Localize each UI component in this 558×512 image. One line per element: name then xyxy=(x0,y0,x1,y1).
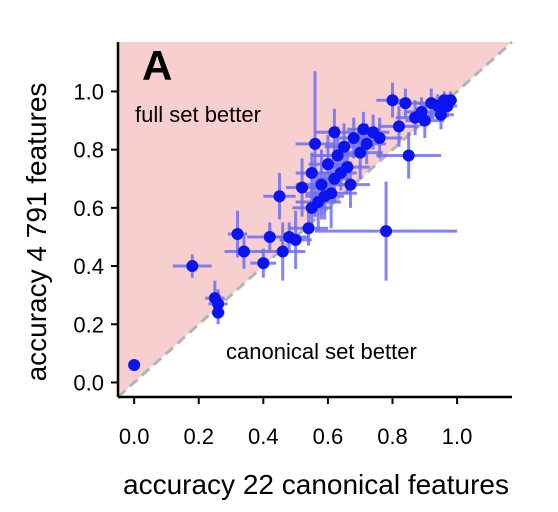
data-point xyxy=(373,132,386,145)
data-point xyxy=(434,108,447,121)
data-point xyxy=(418,114,431,127)
x-tick-label: 0.6 xyxy=(313,424,344,449)
y-tick-label: 0.8 xyxy=(73,138,104,163)
data-point xyxy=(186,260,199,273)
data-point xyxy=(360,137,373,150)
data-point xyxy=(325,187,338,200)
y-tick-label: 0.6 xyxy=(73,196,104,221)
full-set-better-label: full set better xyxy=(135,102,261,127)
y-axis-title: accuracy 4 791 features xyxy=(21,83,52,382)
y-tick-label: 0.2 xyxy=(73,312,104,337)
canonical-set-better-label: canonical set better xyxy=(226,339,417,364)
data-point xyxy=(331,149,344,162)
data-point xyxy=(392,120,405,133)
data-point xyxy=(289,233,302,246)
x-ticks: 0.0 0.2 0.4 0.6 0.8 1.0 xyxy=(119,397,473,449)
data-point xyxy=(344,178,357,191)
data-point xyxy=(380,225,393,238)
data-point xyxy=(263,230,276,243)
x-tick-label: 1.0 xyxy=(442,424,473,449)
data-point xyxy=(302,222,315,235)
x-tick-label: 0.2 xyxy=(183,424,214,449)
data-point xyxy=(237,245,250,258)
data-point xyxy=(338,140,351,153)
data-point xyxy=(231,228,244,241)
data-points xyxy=(128,94,457,371)
y-tick-label: 1.0 xyxy=(73,79,104,104)
y-tick-label: 0.4 xyxy=(73,254,104,279)
data-point xyxy=(273,190,286,203)
x-tick-label: 0.4 xyxy=(248,424,279,449)
data-point xyxy=(402,149,415,162)
data-point xyxy=(305,166,318,179)
data-point xyxy=(347,132,360,145)
data-point xyxy=(128,358,141,371)
data-point xyxy=(296,181,309,194)
data-point xyxy=(399,97,412,110)
data-point xyxy=(212,306,225,319)
data-point xyxy=(321,158,334,171)
data-point xyxy=(386,94,399,107)
y-ticks: 0.0 0.2 0.4 0.6 0.8 1.0 xyxy=(73,79,118,395)
y-tick-label: 0.0 xyxy=(73,370,104,395)
panel-label: A xyxy=(142,42,172,89)
x-axis-title: accuracy 22 canonical features xyxy=(123,469,509,500)
data-point xyxy=(257,257,270,270)
x-tick-label: 0.8 xyxy=(377,424,408,449)
data-point xyxy=(315,178,328,191)
x-tick-label: 0.0 xyxy=(119,424,150,449)
data-point xyxy=(354,146,367,159)
data-point xyxy=(328,126,341,139)
data-point xyxy=(444,94,457,107)
data-point xyxy=(357,123,370,136)
data-point xyxy=(309,137,321,150)
data-point xyxy=(212,297,225,310)
data-point xyxy=(276,245,289,258)
data-point xyxy=(341,161,354,174)
